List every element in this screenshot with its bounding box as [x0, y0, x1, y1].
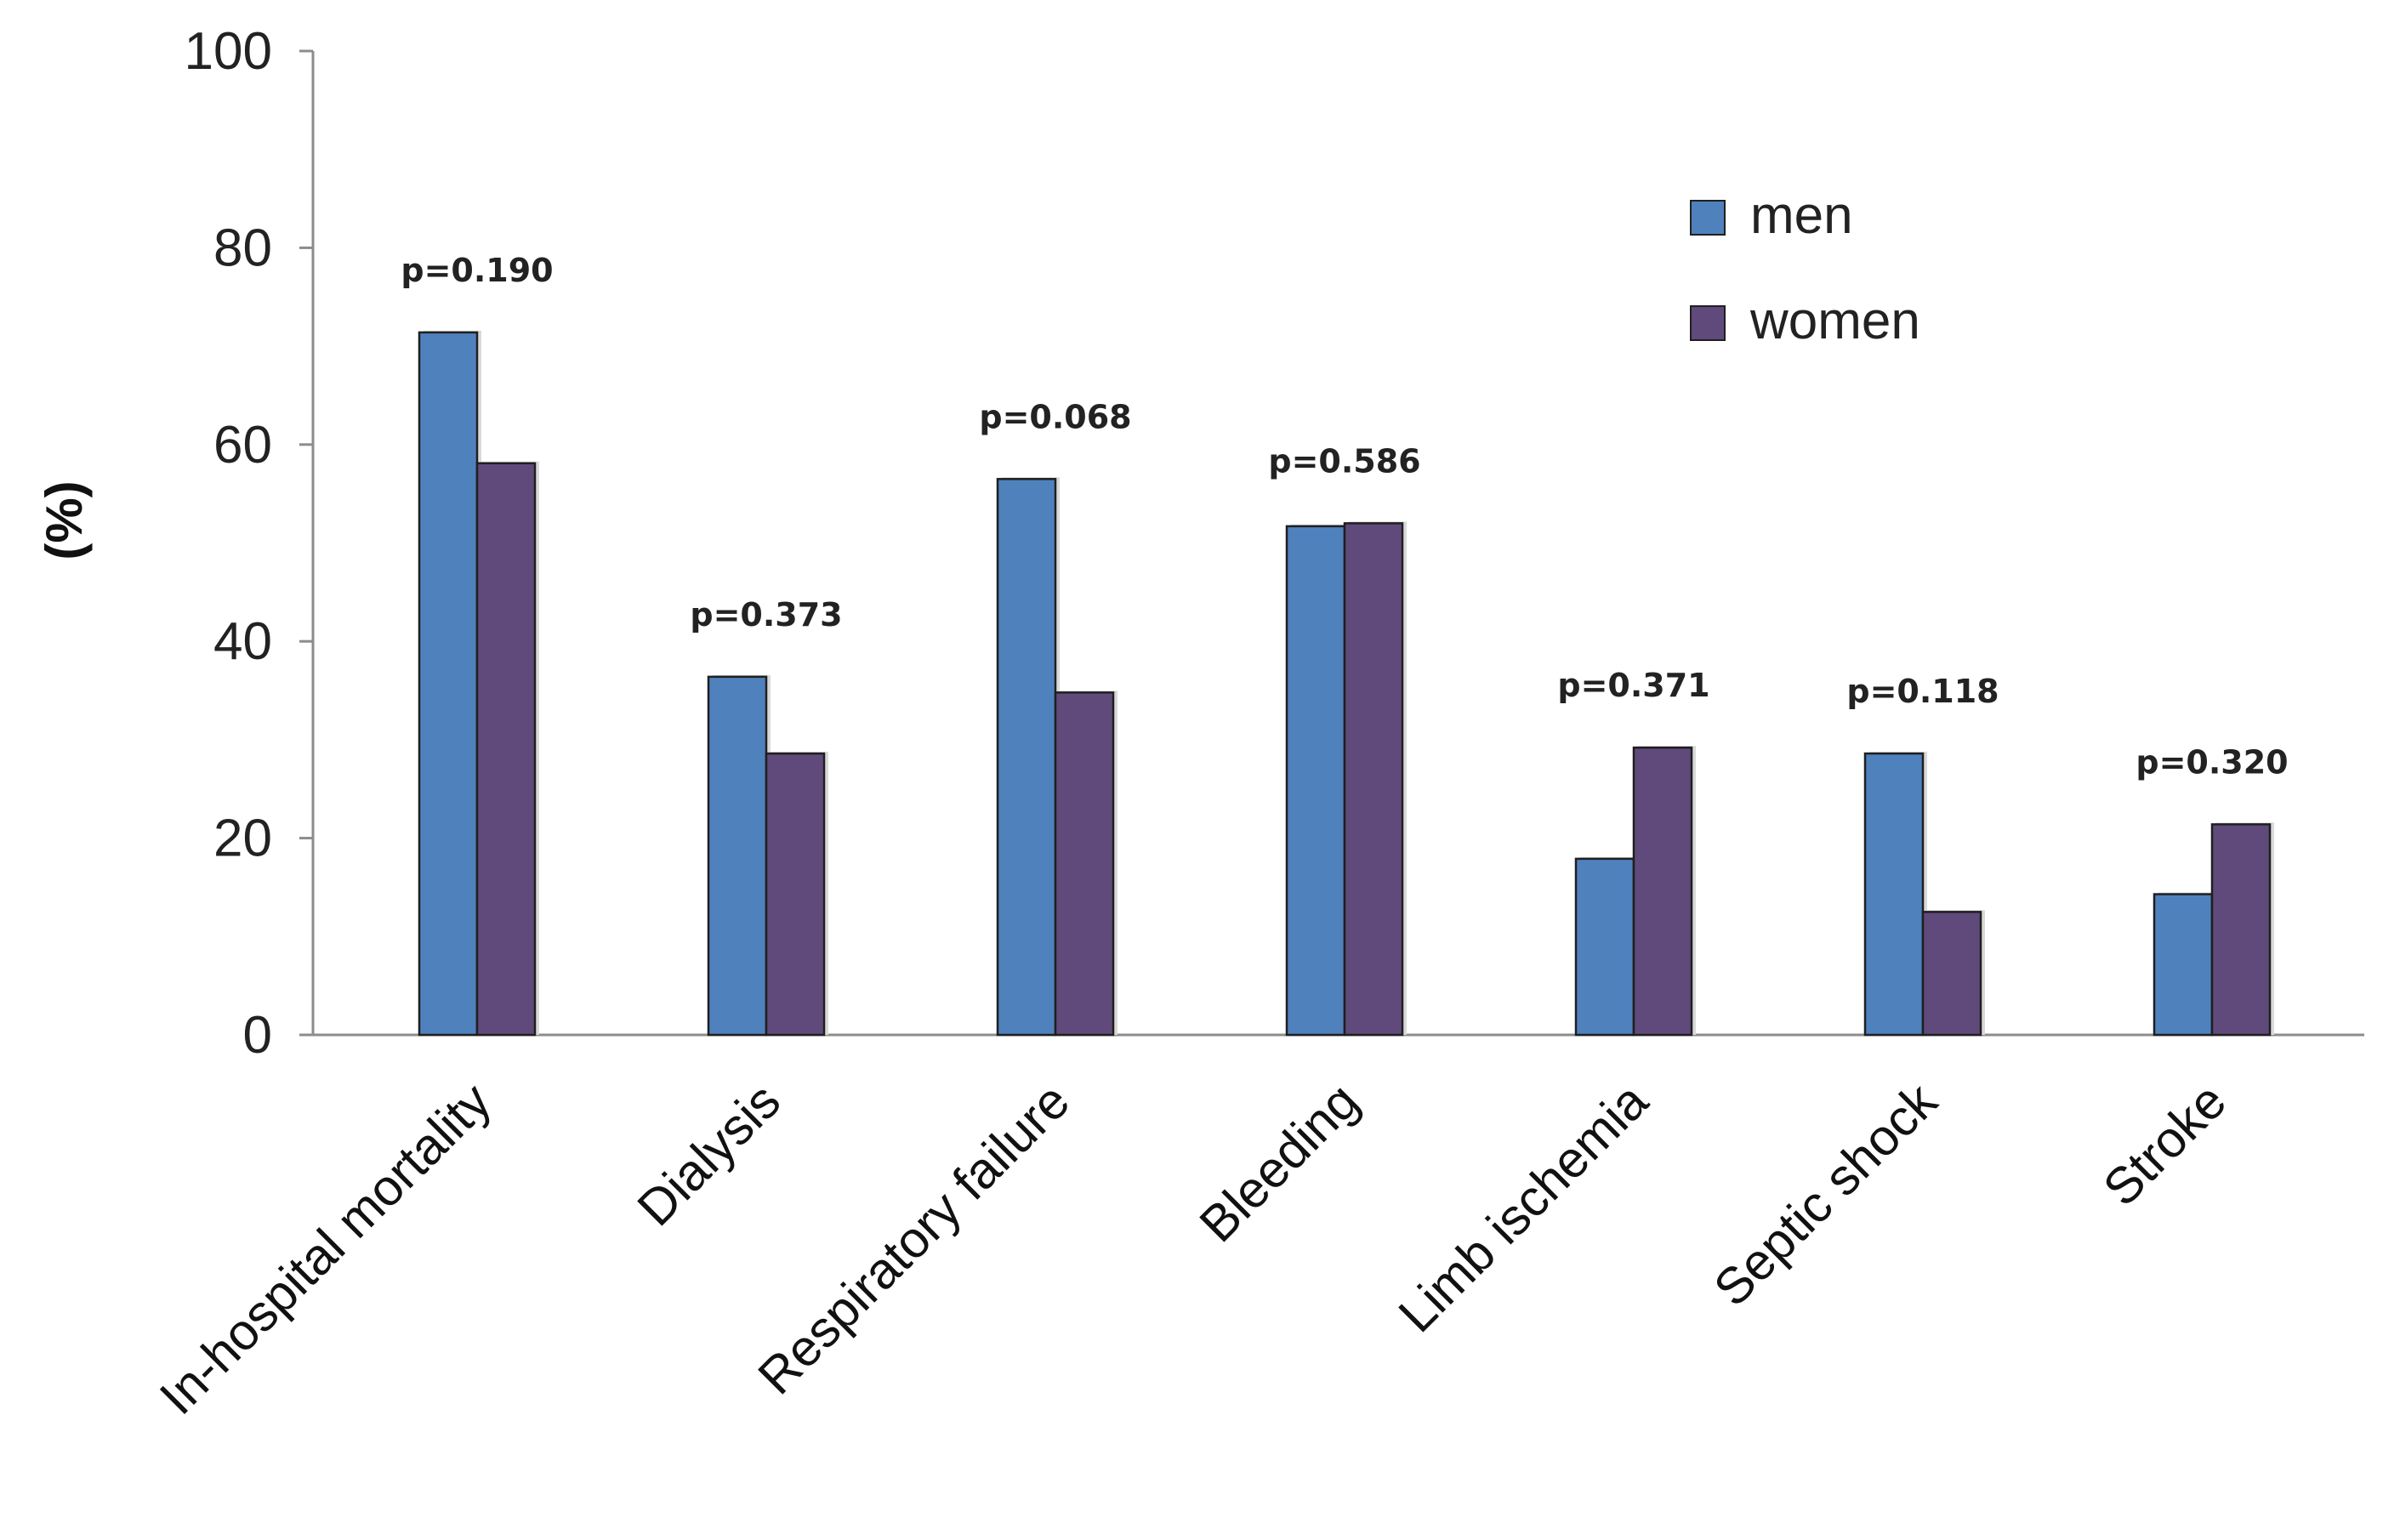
- bar-men: [1574, 857, 1635, 1037]
- p-value-label: p=0.371: [1557, 667, 1709, 704]
- x-tick-label: Septic shock: [1703, 1071, 1948, 1317]
- bar-men: [2153, 893, 2214, 1037]
- x-tick-label: Dialysis: [627, 1072, 792, 1237]
- p-value-label: p=0.190: [401, 252, 553, 289]
- y-tick-label: 20: [213, 810, 272, 868]
- y-axis-label: (%): [36, 480, 93, 560]
- legend-swatch-women: [1690, 305, 1726, 341]
- legend-swatch-men: [1690, 200, 1726, 236]
- y-tick-label: 100: [185, 22, 272, 81]
- legend-label-women: women: [1749, 292, 1920, 350]
- bar-men: [1285, 525, 1346, 1037]
- p-value-label: p=0.586: [1268, 442, 1420, 480]
- bar-men: [1863, 752, 1925, 1037]
- y-tick-label: 0: [243, 1006, 272, 1065]
- bar-women: [765, 752, 826, 1037]
- y-tick-label: 40: [213, 612, 272, 671]
- x-tick-label: Stroke: [2092, 1072, 2237, 1217]
- p-value-label: p=0.320: [2136, 743, 2288, 781]
- x-tick-label: In-hospital mortality: [149, 1072, 502, 1425]
- legend: men women: [1690, 186, 1920, 350]
- bars: [418, 330, 2274, 1037]
- x-tick-label: Respiratory failure: [748, 1072, 1081, 1406]
- y-tick-label: 60: [213, 416, 272, 475]
- p-value-label: p=0.118: [1846, 673, 1999, 710]
- y-axis: 0 20 40 60 80 100: [185, 22, 315, 1065]
- x-tick-label: Bleeding: [1189, 1072, 1370, 1253]
- bar-men: [996, 478, 1057, 1037]
- category-labels: In-hospital mortality DialysisRespiratory…: [149, 1071, 2237, 1425]
- bar-women: [1343, 522, 1404, 1037]
- x-tick-label: Limb ischemia: [1388, 1071, 1659, 1343]
- bar-women: [1632, 746, 1693, 1037]
- bar-women: [1921, 911, 1982, 1037]
- legend-label-men: men: [1750, 186, 1853, 245]
- bar-women: [2210, 823, 2272, 1037]
- bar-women: [475, 462, 537, 1037]
- p-value-annotations: p=0.190 p=0.373 p=0.068 p=0.586 p=0.371 p=0.1…: [401, 252, 2288, 781]
- bar-women: [1054, 691, 1115, 1037]
- p-value-label: p=0.068: [979, 398, 1131, 435]
- y-tick-label: 80: [213, 219, 272, 277]
- bar-men: [707, 675, 768, 1037]
- p-value-label: p=0.373: [690, 596, 842, 634]
- bar-men: [418, 331, 479, 1037]
